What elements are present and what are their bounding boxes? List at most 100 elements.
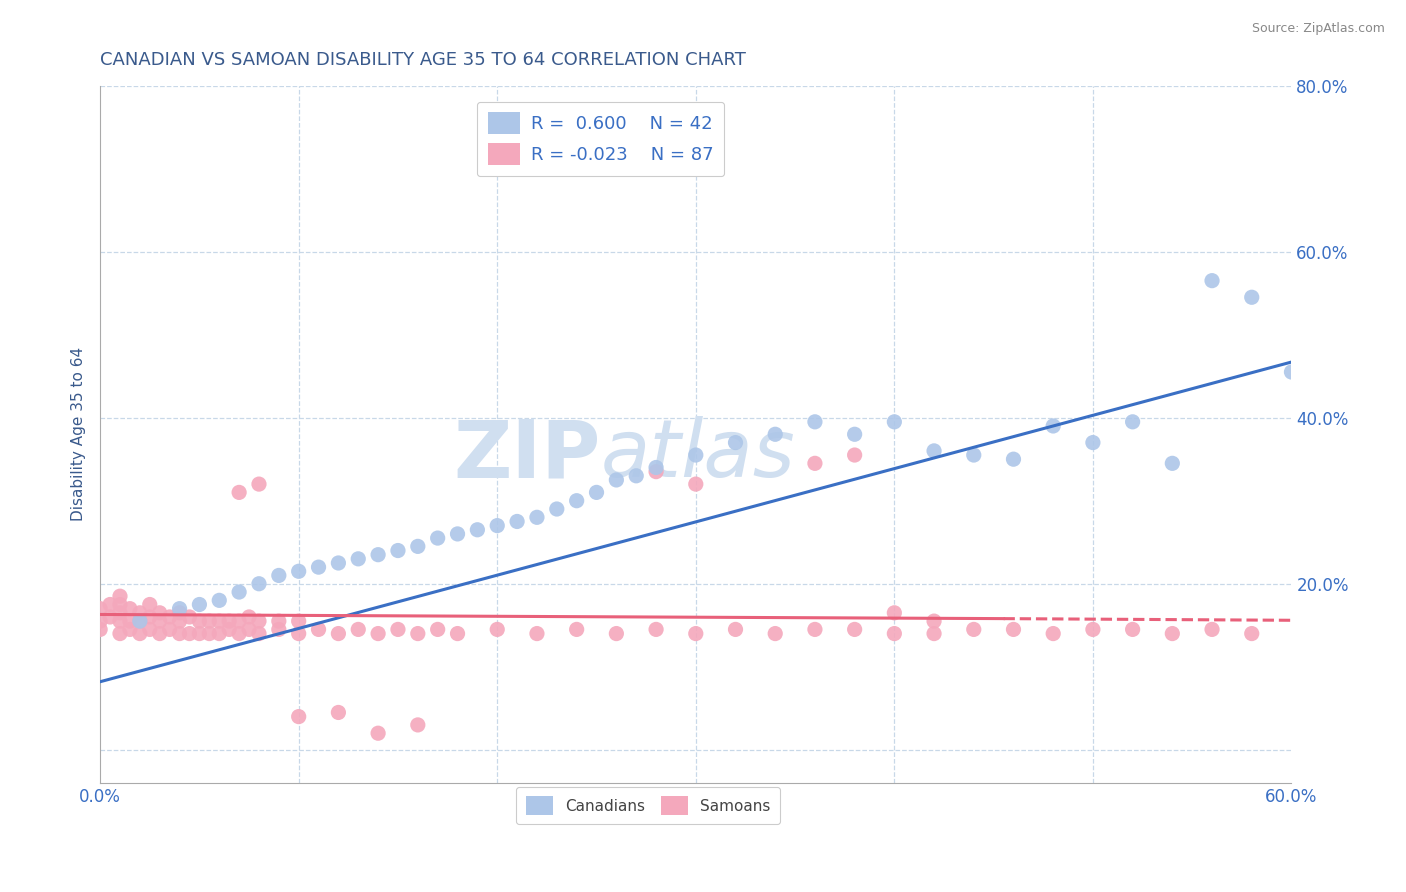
Point [1201,623,1223,637]
Point [626,468,648,483]
Point [1122,415,1144,429]
Point [605,626,627,640]
Point [267,614,290,628]
Point [685,626,707,640]
Point [128,614,150,628]
Point [128,606,150,620]
Point [267,623,290,637]
Point [208,614,231,628]
Point [685,448,707,462]
Point [149,614,172,628]
Point [139,623,162,637]
Point [139,610,162,624]
Point [179,610,201,624]
Point [963,448,986,462]
Point [763,626,786,640]
Point [208,626,231,640]
Point [922,626,945,640]
Point [1161,626,1184,640]
Point [328,556,350,570]
Point [446,527,468,541]
Point [844,427,866,442]
Point [804,623,827,637]
Point [1122,623,1144,637]
Point [1240,290,1263,304]
Point [287,709,309,723]
Text: Source: ZipAtlas.com: Source: ZipAtlas.com [1251,22,1385,36]
Point [228,585,250,599]
Point [108,589,131,603]
Point [844,623,866,637]
Point [247,614,270,628]
Point [118,623,141,637]
Point [149,626,172,640]
Point [506,515,529,529]
Point [526,510,548,524]
Point [922,614,945,628]
Point [98,610,121,624]
Point [328,706,350,720]
Point [1081,435,1104,450]
Point [287,626,309,640]
Point [108,606,131,620]
Point [367,548,389,562]
Point [287,564,309,578]
Point [645,623,668,637]
Point [287,614,309,628]
Point [228,485,250,500]
Point [118,601,141,615]
Point [685,477,707,491]
Point [208,593,231,607]
Point [1081,623,1104,637]
Point [565,493,588,508]
Point [267,568,290,582]
Point [238,610,260,624]
Point [724,435,747,450]
Point [247,576,270,591]
Point [218,623,240,637]
Point [218,614,240,628]
Point [108,626,131,640]
Point [118,614,141,628]
Point [883,626,905,640]
Point [238,623,260,637]
Point [198,614,221,628]
Point [179,626,201,640]
Text: ZIP: ZIP [453,417,600,494]
Point [128,614,150,628]
Point [228,626,250,640]
Point [387,623,409,637]
Point [426,623,449,637]
Point [89,623,111,637]
Point [804,456,827,470]
Point [645,465,668,479]
Point [467,523,489,537]
Point [139,598,162,612]
Point [645,460,668,475]
Point [198,626,221,640]
Point [963,623,986,637]
Text: atlas: atlas [600,417,796,494]
Point [426,531,449,545]
Point [159,623,181,637]
Point [169,606,191,620]
Point [763,427,786,442]
Point [406,540,429,554]
Point [108,614,131,628]
Point [1002,623,1025,637]
Point [1042,419,1064,434]
Point [247,477,270,491]
Point [247,626,270,640]
Point [108,598,131,612]
Point [1281,365,1303,379]
Point [526,626,548,640]
Point [188,598,211,612]
Point [565,623,588,637]
Point [188,614,211,628]
Point [149,606,172,620]
Point [804,415,827,429]
Point [308,623,330,637]
Point [328,626,350,640]
Point [585,485,607,500]
Point [844,448,866,462]
